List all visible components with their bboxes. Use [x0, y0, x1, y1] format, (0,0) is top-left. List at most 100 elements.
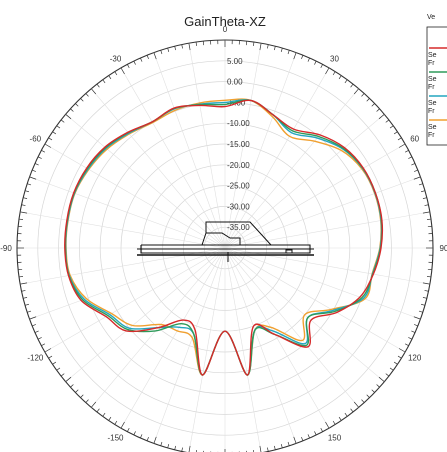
- angle-tick: [114, 420, 118, 425]
- angle-tick: [108, 416, 112, 421]
- legend-box: [426, 26, 447, 146]
- angle-label: -150: [107, 434, 124, 443]
- angle-tick: [350, 408, 354, 413]
- angle-label: -120: [27, 354, 44, 363]
- angle-tick: [91, 88, 97, 95]
- angle-tick: [421, 303, 426, 306]
- angle-tick: [21, 290, 26, 292]
- angle-tick: [80, 98, 84, 102]
- legend-header: Ve: [427, 14, 435, 21]
- angle-tick: [314, 431, 317, 436]
- angle-tick: [344, 412, 348, 417]
- angle-label: 120: [408, 354, 422, 363]
- angle-tick: [24, 190, 29, 193]
- legend-sublabel-1: Fr: [428, 60, 435, 67]
- grid-spoke: [224, 211, 430, 249]
- legend-sublabel-4: Fr: [428, 132, 435, 139]
- angle-tick: [393, 361, 398, 365]
- angle-tick: [133, 60, 136, 65]
- angle-label: 150: [328, 434, 342, 443]
- angle-tick: [37, 156, 42, 159]
- angle-tick: [133, 431, 136, 436]
- grid-spoke: [224, 247, 330, 429]
- angle-tick: [411, 163, 416, 166]
- angle-tick: [366, 98, 370, 102]
- legend-sublabel-2: Fr: [428, 84, 435, 91]
- angle-tick: [404, 150, 409, 153]
- legend-label-3: Se: [428, 100, 437, 107]
- angle-tick: [44, 348, 52, 353]
- grid-spoke: [224, 67, 330, 249]
- radial-label: -15.00: [227, 140, 250, 149]
- angle-tick: [371, 389, 375, 393]
- legend-sublabel-3: Fr: [428, 108, 435, 115]
- angle-tick: [280, 444, 283, 449]
- angle-tick: [48, 355, 53, 359]
- angle-tick: [353, 401, 359, 408]
- angle-tick: [85, 399, 89, 403]
- angle-tick: [174, 46, 176, 51]
- angle-label: 30: [330, 54, 339, 63]
- angle-tick: [259, 445, 262, 452]
- angle-tick: [293, 52, 297, 60]
- grid-spoke: [20, 247, 226, 285]
- angle-tick: [52, 131, 57, 135]
- angle-tick: [65, 114, 72, 120]
- angle-tick: [56, 125, 61, 129]
- angle-tick: [259, 43, 262, 51]
- angle-tick: [361, 399, 365, 403]
- angle-label: 90: [440, 244, 447, 253]
- grid-spoke: [224, 247, 421, 320]
- angle-tick: [114, 71, 118, 76]
- grid-spoke: [224, 247, 359, 408]
- angle-tick: [366, 394, 370, 398]
- grid-spoke: [224, 247, 406, 353]
- grid-spoke: [224, 114, 385, 249]
- angle-tick: [75, 389, 79, 393]
- angle-tick: [267, 447, 269, 452]
- grid-spoke: [44, 247, 226, 353]
- angle-tick: [127, 64, 130, 69]
- angle-tick: [301, 55, 304, 59]
- device-outline-drawing: [137, 221, 314, 262]
- angle-tick: [418, 183, 423, 186]
- angle-tick: [181, 44, 183, 49]
- angle-tick: [108, 75, 112, 80]
- grid-spoke: [153, 247, 226, 444]
- angle-tick: [91, 401, 97, 408]
- angle-tick: [411, 330, 416, 333]
- grid-spoke: [224, 247, 430, 285]
- angle-tick: [274, 445, 276, 450]
- angle-tick: [421, 190, 426, 193]
- grid-spoke: [224, 88, 359, 249]
- angle-tick: [29, 176, 37, 180]
- angle-tick: [160, 441, 163, 446]
- grid-spoke: [188, 43, 226, 249]
- angle-tick: [32, 324, 36, 327]
- angle-tick: [422, 282, 430, 285]
- angle-tick: [414, 324, 418, 327]
- angle-tick: [127, 427, 130, 432]
- angle-tick: [408, 337, 413, 340]
- angle-tick: [188, 445, 191, 452]
- angle-tick: [140, 57, 143, 62]
- grid-spoke: [224, 143, 406, 249]
- angle-tick: [274, 46, 276, 51]
- angle-tick: [60, 119, 65, 123]
- angle-tick: [65, 376, 72, 382]
- angle-label: 0: [223, 25, 228, 34]
- angle-tick: [181, 447, 183, 452]
- angle-tick: [376, 384, 380, 388]
- angle-tick: [253, 41, 255, 47]
- angle-tick: [325, 421, 330, 429]
- angle-tick: [20, 211, 28, 214]
- angle-tick: [29, 316, 37, 320]
- radial-label: -10.00: [227, 119, 250, 128]
- angle-tick: [422, 211, 430, 214]
- grid-spoke: [224, 176, 421, 249]
- radial-label: 0.00: [227, 78, 243, 87]
- angle-tick: [314, 60, 317, 65]
- angle-tick: [52, 361, 57, 365]
- angle-tick: [338, 416, 342, 421]
